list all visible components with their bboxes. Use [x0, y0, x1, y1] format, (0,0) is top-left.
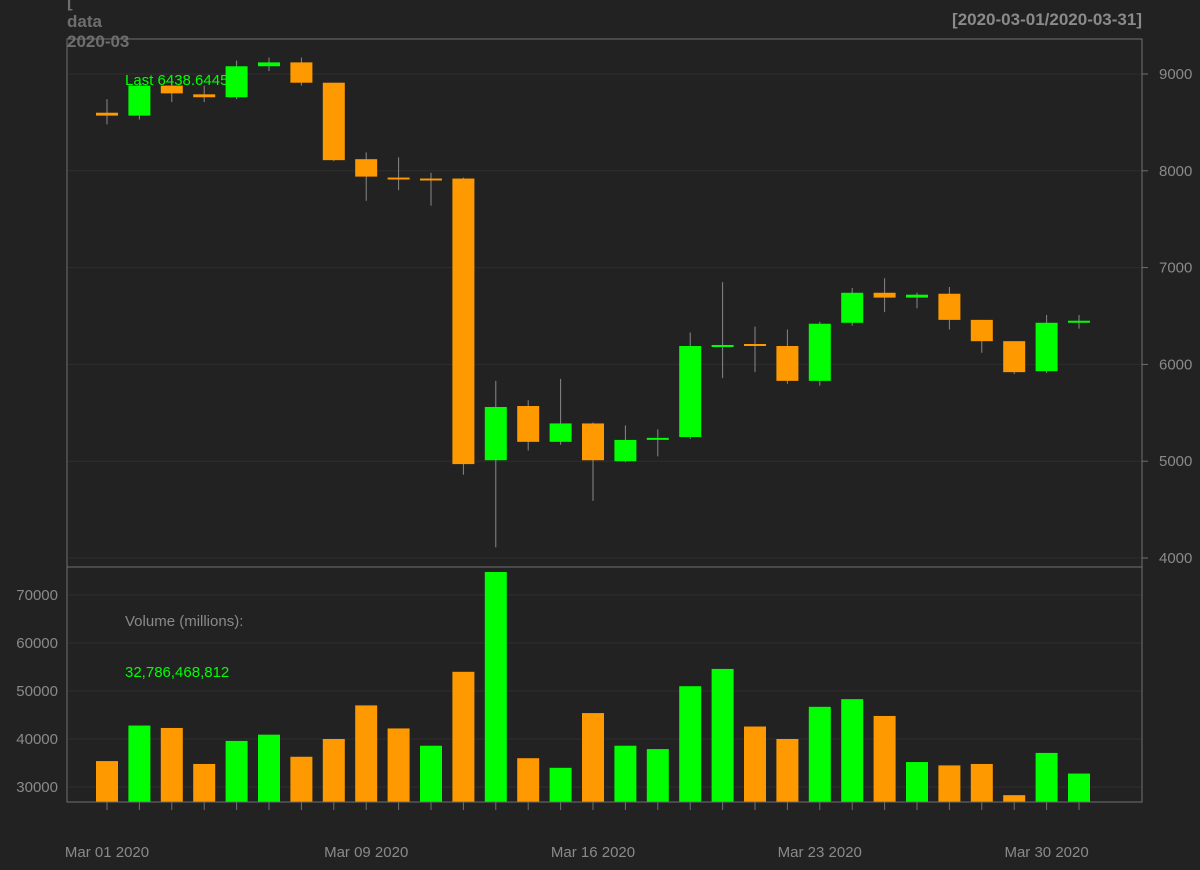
volume-panel — [96, 571, 1090, 802]
price-panel — [96, 57, 1090, 548]
candle-body — [452, 178, 475, 465]
candle-body — [290, 62, 313, 83]
volume-value: 32,786,468,812 — [125, 664, 229, 681]
price-tick-label: 9000 — [1159, 66, 1192, 83]
period-label: 2020-03 — [67, 32, 130, 51]
volume-tick-label: 30000 — [16, 779, 58, 796]
candle-body — [841, 292, 864, 323]
volume-bar — [711, 668, 734, 802]
volume-bar — [128, 725, 151, 802]
volume-bar — [452, 671, 475, 802]
x-tick-label: Mar 01 2020 — [65, 844, 149, 861]
x-tick-label: Mar 30 2020 — [1004, 844, 1088, 861]
candle-body — [776, 346, 799, 381]
volume-bar — [614, 745, 637, 802]
price-tick-label: 7000 — [1159, 260, 1192, 277]
volume-tick-label: 40000 — [16, 731, 58, 748]
series-name: data — [67, 12, 102, 31]
grid — [67, 73, 1142, 788]
candle-body — [96, 112, 118, 116]
candle-body — [420, 178, 442, 181]
volume-bar — [1068, 773, 1090, 802]
candle-body — [225, 66, 248, 98]
volume-bar — [322, 739, 345, 802]
volume-bar — [387, 728, 410, 802]
x-tick-label: Mar 09 2020 — [324, 844, 408, 861]
volume-title: Volume (millions): — [125, 613, 243, 630]
volume-bar — [906, 762, 928, 802]
candle-body — [970, 319, 993, 342]
volume-bar — [258, 734, 280, 802]
candle-body — [906, 294, 928, 298]
candle-body — [322, 82, 345, 161]
candle-body — [355, 159, 378, 177]
volume-tick-label: 50000 — [16, 683, 58, 700]
volume-bar — [873, 715, 896, 802]
candle-body — [614, 439, 637, 462]
candle-body — [1035, 322, 1058, 372]
candle-body — [582, 423, 604, 461]
volume-bar — [1003, 795, 1026, 802]
volume-bar — [290, 756, 313, 802]
volume-frame — [66, 566, 1143, 803]
volume-bar — [970, 763, 993, 802]
volume-bar — [225, 740, 248, 802]
volume-bar — [582, 713, 604, 802]
volume-bar — [420, 745, 442, 802]
x-tick-label: Mar 16 2020 — [551, 844, 635, 861]
candle-body — [517, 406, 540, 442]
candle-body — [873, 292, 896, 298]
volume-bar — [646, 749, 669, 802]
volume-bar — [744, 726, 766, 802]
price-tick-label: 8000 — [1159, 163, 1192, 180]
candle-body — [258, 62, 280, 67]
volume-bar — [1035, 752, 1058, 802]
price-tick-label: 4000 — [1159, 550, 1192, 567]
candle-body — [1003, 341, 1026, 373]
volume-bar — [938, 765, 961, 802]
volume-bar — [549, 767, 572, 802]
x-tick-label: Mar 23 2020 — [778, 844, 862, 861]
volume-bar — [193, 763, 216, 802]
candle-body — [484, 406, 507, 461]
chart-title: [ data 2020-03 — [67, 0, 129, 52]
candle-body — [938, 293, 961, 320]
volume-tick-label: 60000 — [16, 635, 58, 652]
candle-body — [387, 177, 410, 180]
title-bracket: [ — [67, 0, 73, 11]
volume-bar — [808, 706, 831, 802]
candle-body — [128, 85, 151, 116]
date-range: [2020-03-01/2020-03-31] — [952, 10, 1142, 29]
volume-tick-label: 70000 — [16, 587, 58, 604]
candle-body — [160, 85, 183, 94]
price-tick-label: 6000 — [1159, 356, 1192, 373]
candle-body — [549, 423, 572, 442]
price-frame — [66, 38, 1143, 568]
volume-bar — [355, 705, 378, 802]
volume-bar — [517, 758, 540, 802]
volume-bar — [841, 699, 864, 802]
candle-body — [808, 323, 831, 381]
last-price-label: Last 6438.64453 — [125, 72, 237, 89]
axes: 4000 5000 6000 7000 8000 9000 30000 40000 50000 6… — [16, 38, 1192, 861]
volume-bar — [679, 686, 702, 802]
volume-bar — [484, 571, 507, 802]
candle-body — [193, 94, 216, 98]
volume-bar — [776, 739, 799, 802]
volume-bar — [96, 761, 118, 802]
volume-bar — [160, 727, 183, 802]
candle-body — [679, 346, 702, 437]
price-tick-label: 5000 — [1159, 453, 1192, 470]
